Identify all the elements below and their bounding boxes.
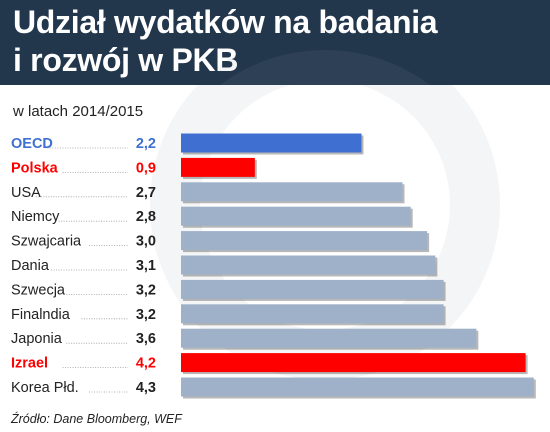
value-label: 4,3 (136, 380, 156, 396)
bar (181, 353, 526, 373)
bar (181, 182, 403, 202)
category-label: Finalndia (11, 307, 71, 323)
value-label: 3,2 (136, 282, 156, 298)
title-line-1: Udział wydatków na badania (13, 4, 438, 40)
category-label: Dania (11, 258, 50, 274)
category-label: Japonia (11, 331, 63, 347)
category-label: Izrael (11, 356, 48, 372)
value-label: 3,2 (136, 307, 156, 323)
category-label: Szwajcaria (11, 234, 82, 250)
value-label: 3,0 (136, 234, 156, 250)
value-label: 2,7 (136, 185, 156, 201)
bar (181, 328, 477, 348)
bar (181, 133, 362, 153)
chart-subtitle: w latach 2014/2015 (13, 103, 144, 120)
value-label: 0,9 (136, 160, 156, 176)
title-line-2: i rozwój w PKB (13, 42, 239, 78)
category-label: USA (11, 185, 41, 201)
category-label: OECD (11, 136, 53, 152)
bar (181, 279, 444, 299)
bar (181, 231, 428, 251)
category-label: Niemcy (11, 209, 60, 225)
bar (181, 304, 444, 324)
category-label: Polska (11, 160, 59, 176)
bar (181, 206, 411, 226)
category-label: Szwecja (11, 282, 66, 298)
value-label: 3,1 (136, 258, 156, 274)
source-note: Źródło: Dane Bloomberg, WEF (11, 412, 182, 426)
value-label: 4,2 (136, 356, 156, 372)
value-label: 3,6 (136, 331, 156, 347)
bar (181, 377, 534, 397)
bar (181, 255, 436, 275)
value-label: 2,2 (136, 136, 156, 152)
bar (181, 157, 255, 177)
value-label: 2,8 (136, 209, 156, 225)
chart-title: Udział wydatków na badania i rozwój w PK… (13, 3, 533, 79)
category-label: Korea Płd. (11, 380, 79, 396)
